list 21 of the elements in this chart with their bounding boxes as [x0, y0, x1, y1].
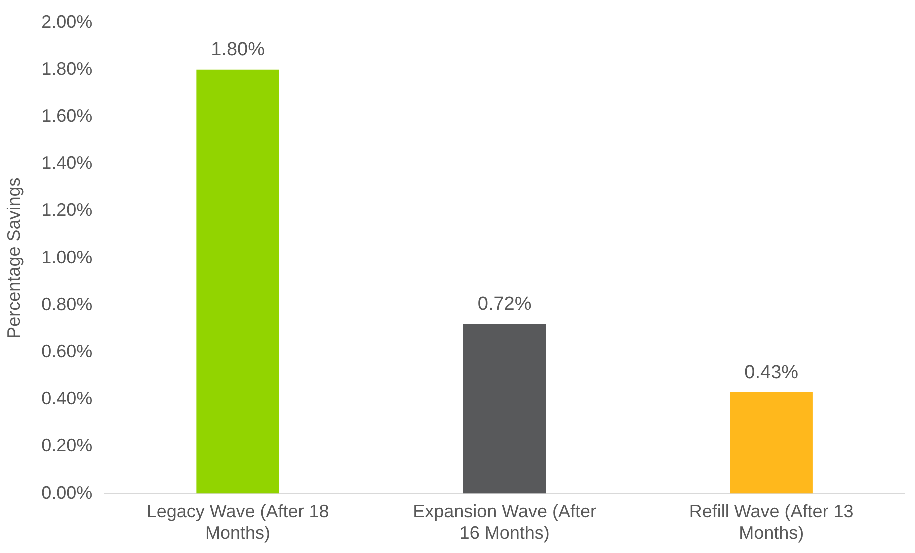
y-tick-label: 1.40%	[42, 153, 93, 174]
data-label: 0.72%	[478, 294, 532, 315]
y-tick-label: 0.80%	[42, 294, 93, 314]
y-tick-label: 1.00%	[42, 247, 93, 268]
bar	[730, 392, 813, 494]
x-tick-label: Refill Wave (After 13 Months)	[689, 502, 854, 544]
data-label: 0.43%	[744, 362, 799, 384]
x-tick-label: Expansion Wave (After 16 Months)	[413, 502, 597, 544]
y-tick-label: 1.20%	[42, 200, 93, 220]
y-tick-label: 2.00%	[42, 12, 93, 32]
y-tick-label: 0.00%	[42, 482, 93, 503]
y-tick-label: 0.20%	[42, 436, 93, 456]
data-label: 1.80%	[211, 40, 266, 61]
y-axis-title: Percentage Savings	[4, 178, 24, 339]
y-tick-label: 0.40%	[42, 388, 93, 409]
y-tick-label: 0.60%	[42, 341, 93, 362]
x-tick-label: Legacy Wave (After 18 Months)	[146, 502, 330, 544]
bar	[463, 324, 546, 494]
bar	[196, 70, 280, 494]
y-tick-label: 1.60%	[42, 106, 93, 126]
y-tick-label: 1.80%	[42, 58, 93, 79]
